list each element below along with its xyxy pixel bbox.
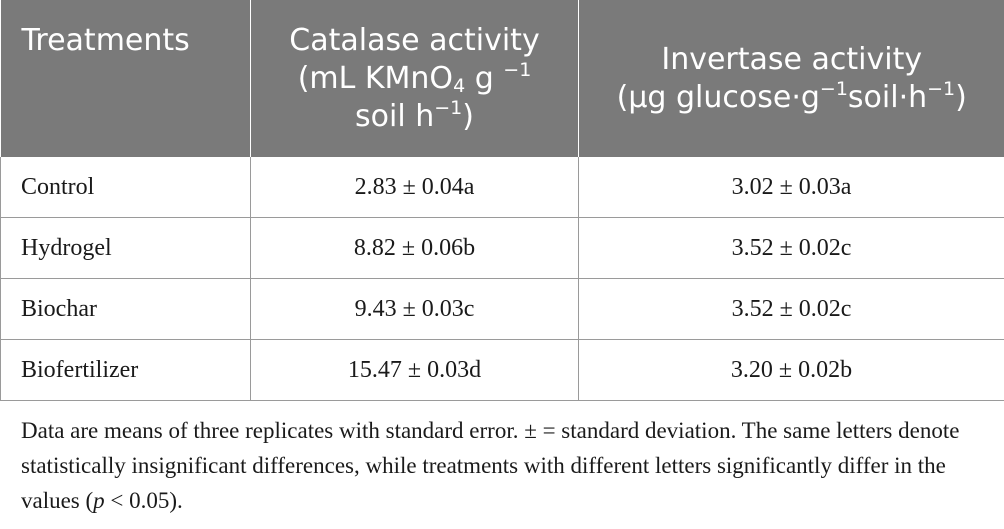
cell-treatment: Biofertilizer	[0, 339, 251, 401]
table-footnote: Data are means of three replicates with …	[21, 413, 991, 518]
enzyme-activity-table: Treatments Catalase activity (mL KMnO4 g…	[0, 0, 1004, 401]
catalase-unit-line3-superscript: −1	[434, 96, 463, 119]
header-invertase-line2: (μg glucose·g−1soil·h−1)	[579, 79, 1004, 117]
table-body: Control 2.83 ± 0.04a 3.02 ± 0.03a Hydrog…	[0, 157, 1004, 401]
cell-treatment: Biochar	[0, 278, 251, 340]
cell-treatment: Control	[0, 157, 251, 218]
cell-invertase: 3.20 ± 0.02b	[578, 339, 1004, 401]
invertase-unit-superscript-2: −1	[927, 77, 956, 100]
header-invertase-line1: Invertase activity	[661, 41, 923, 77]
invertase-unit-post: )	[955, 79, 967, 115]
catalase-unit-post: g	[465, 60, 504, 96]
table-row: Biochar 9.43 ± 0.03c 3.52 ± 0.02c	[0, 278, 1004, 340]
footnote-p-symbol: p	[93, 488, 105, 513]
invertase-unit-superscript-1: −1	[819, 77, 848, 100]
header-invertase-activity: Invertase activity (μg glucose·g−1soil·h…	[578, 0, 1004, 157]
catalase-unit-superscript: −1	[503, 58, 532, 81]
table-header: Treatments Catalase activity (mL KMnO4 g…	[0, 0, 1004, 157]
cell-catalase: 15.47 ± 0.03d	[250, 339, 579, 401]
header-treatments-label: Treatments	[21, 23, 190, 58]
table-row: Hydrogel 8.82 ± 0.06b 3.52 ± 0.02c	[0, 217, 1004, 279]
header-catalase-line2: (mL KMnO4 g −1	[251, 60, 578, 98]
cell-catalase: 9.43 ± 0.03c	[250, 278, 579, 340]
header-catalase-line1: Catalase activity	[289, 22, 540, 58]
invertase-unit-pre: (μg glucose·g	[616, 79, 820, 115]
data-table-container: Treatments Catalase activity (mL KMnO4 g…	[0, 0, 1004, 401]
invertase-unit-mid: soil·h	[847, 79, 928, 115]
header-catalase-line3: soil h−1)	[251, 98, 578, 136]
header-treatments: Treatments	[0, 0, 251, 157]
header-catalase-activity: Catalase activity (mL KMnO4 g −1 soil h−…	[250, 0, 579, 157]
catalase-unit-line3-pre: soil h	[355, 98, 435, 134]
catalase-unit-line3-post: )	[462, 98, 474, 134]
footnote-text-post: < 0.05).	[104, 488, 183, 513]
cell-treatment: Hydrogel	[0, 217, 251, 279]
header-row: Treatments Catalase activity (mL KMnO4 g…	[0, 0, 1004, 157]
cell-catalase: 2.83 ± 0.04a	[250, 157, 579, 218]
catalase-unit-subscript: 4	[453, 74, 466, 97]
table-row: Control 2.83 ± 0.04a 3.02 ± 0.03a	[0, 157, 1004, 218]
cell-invertase: 3.52 ± 0.02c	[578, 278, 1004, 340]
cell-invertase: 3.02 ± 0.03a	[578, 157, 1004, 218]
cell-catalase: 8.82 ± 0.06b	[250, 217, 579, 279]
cell-invertase: 3.52 ± 0.02c	[578, 217, 1004, 279]
footnote-text-pre: Data are means of three replicates with …	[21, 418, 960, 513]
catalase-unit-pre: (mL KMnO	[297, 60, 454, 96]
table-row: Biofertilizer 15.47 ± 0.03d 3.20 ± 0.02b	[0, 339, 1004, 401]
